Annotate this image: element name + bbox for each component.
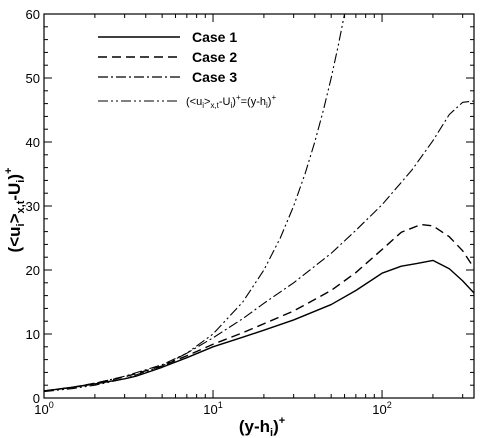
y-tick-label: 0 (33, 391, 40, 406)
x-tick-label: 100 (34, 400, 53, 417)
series-line-4 (44, 14, 346, 393)
series-line-2 (44, 223, 474, 392)
y-tick-labels: 0 10 20 30 40 50 60 (26, 7, 40, 406)
x-axis-title: (y-hi)+ (239, 415, 285, 438)
x-tick-labels: 100 101 102 (34, 400, 392, 417)
plot-frame (43, 13, 475, 399)
series-layer (44, 14, 474, 393)
y-tick-label: 40 (26, 135, 40, 150)
y-tick-label: 20 (26, 263, 40, 278)
legend-label-reference: (<ui>x,t-Ui)+=(y-hi)+ (186, 93, 276, 110)
y-tick-label: 50 (26, 71, 40, 86)
x-tick-label: 101 (203, 400, 222, 417)
x-tick-label: 102 (372, 400, 391, 417)
y-axis-title: (<ui>x,t-Ui)+ (3, 168, 27, 253)
legend-label-case-3: Case 3 (192, 69, 237, 85)
legend-label-case-1: Case 1 (192, 29, 237, 45)
minor-ticks (43, 13, 474, 399)
legend: Case 1 Case 2 Case 3 (<ui>x,t-Ui)+=(y-hi… (98, 29, 276, 110)
y-tick-label: 60 (26, 7, 40, 22)
legend-label-case-2: Case 2 (192, 49, 237, 65)
series-line-3 (44, 100, 474, 392)
y-tick-label: 10 (26, 327, 40, 342)
y-tick-label: 30 (26, 199, 40, 214)
